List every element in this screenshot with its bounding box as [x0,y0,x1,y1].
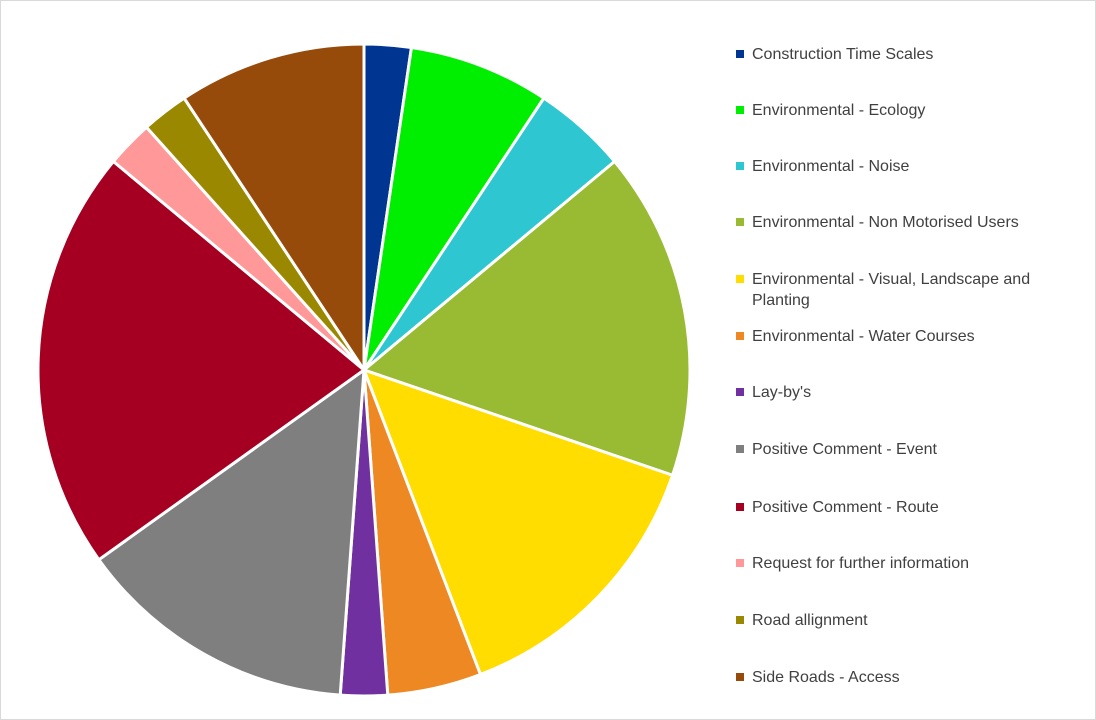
legend-swatch [736,106,744,114]
legend-swatch [736,218,744,226]
legend-swatch [736,162,744,170]
legend-swatch [736,503,744,511]
legend-label: Road allignment [752,612,868,629]
legend-label: Side Roads - Access [752,669,900,686]
legend-swatch [736,332,744,340]
legend-item: Construction Time Scales [736,44,1081,65]
legend-label: Environmental - Noise [752,158,910,175]
pie-slice [362,368,675,676]
legend-swatch [736,616,744,624]
legend-swatch [736,445,744,453]
legend-item: Positive Comment - Event [736,439,1081,460]
legend-label: Environmental - Water Courses [752,328,975,345]
legend-item: Environmental - Noise [736,156,1081,177]
legend-label: Positive Comment - Event [752,441,937,458]
legend-swatch [736,275,744,283]
legend-item: Environmental - Visual, Landscape and Pl… [736,269,1081,311]
pie-slice [362,45,546,372]
legend-item: Side Roads - Access [736,667,1081,688]
legend-label: Environmental - Non Motorised Users [752,214,1019,231]
legend-item: Positive Comment - Route [736,497,1081,518]
legend-label: Positive Comment - Route [752,499,939,516]
legend-swatch [736,559,744,567]
pie-slice [36,159,366,562]
legend-label: Request for further information [752,555,969,572]
legend-item: Lay-by's [736,382,1081,403]
legend-item: Road allignment [736,610,1081,631]
pie-slice [182,42,366,372]
legend-item: Environmental - Water Courses [736,326,1081,347]
legend-swatch [736,388,744,396]
chart [36,42,692,698]
legend-item: Request for further information [736,553,1081,574]
legend-label: Construction Time Scales [752,46,934,63]
legend-label: Lay-by's [752,384,812,401]
legend-item: Environmental - Ecology [736,100,1081,121]
legend-swatch [736,50,744,58]
legend-swatch [736,673,744,681]
legend-item: Environmental - Non Motorised Users [736,212,1081,233]
legend-label: Environmental - Visual, Landscape and Pl… [752,271,1031,309]
legend-label: Environmental - Ecology [752,102,926,119]
pie-slice [97,368,366,697]
